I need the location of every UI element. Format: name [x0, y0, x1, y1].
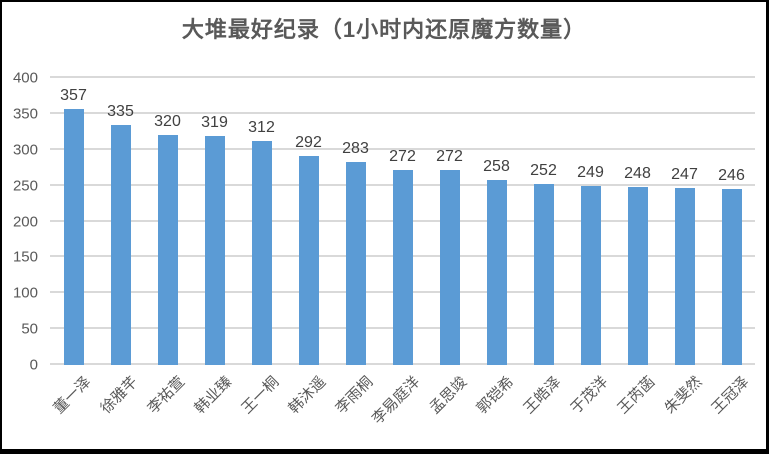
- chart-title: 大堆最好纪录（1小时内还原魔方数量）: [181, 17, 587, 42]
- bar-slot: 292: [285, 78, 332, 365]
- x-axis-label: 徐雅芊: [97, 373, 142, 418]
- x-axis-label: 韩业臻: [191, 373, 236, 418]
- bar: [157, 135, 178, 365]
- gridline: [50, 111, 755, 114]
- bar: [392, 169, 413, 365]
- bar: [204, 136, 225, 365]
- gridline: [50, 147, 755, 150]
- x-axis-label: 李雨桐: [332, 373, 377, 418]
- x-axis-label: 郭铠希: [473, 373, 518, 418]
- bar: [721, 188, 742, 365]
- y-tick-label: 0: [29, 356, 38, 374]
- bar-value-label: 292: [295, 133, 322, 151]
- y-tick-label: 200: [12, 213, 38, 230]
- bar-slot: 319: [191, 78, 238, 365]
- x-axis-label: 王一桐: [238, 373, 283, 418]
- x-axis-label: 孟思竣: [426, 373, 471, 418]
- bar-value-label: 272: [436, 147, 463, 165]
- bar: [251, 141, 272, 365]
- bar-value-label: 252: [530, 162, 557, 180]
- bar-value-label: 335: [107, 102, 134, 120]
- x-axis-label: 李易庭洋: [369, 373, 424, 428]
- bar-value-label: 320: [154, 113, 181, 131]
- bar: [674, 187, 695, 365]
- y-tick-label: 250: [12, 177, 38, 195]
- bar: [110, 124, 131, 365]
- y-tick-label: 400: [12, 69, 38, 87]
- y-tick-label: 150: [12, 248, 38, 266]
- bar: [345, 161, 366, 365]
- bar-slot: 357: [50, 78, 97, 365]
- x-axis-label: 董一泽: [50, 373, 95, 418]
- bar-slot: 272: [379, 78, 426, 365]
- bar-slot: 312: [238, 78, 285, 365]
- y-tick-label: 300: [12, 141, 38, 159]
- bar-value-label: 357: [60, 86, 87, 104]
- x-axis-label: 李祐萱: [144, 373, 189, 418]
- bar-value-label: 312: [248, 119, 275, 137]
- bar: [580, 186, 601, 365]
- bar: [533, 184, 554, 365]
- bar-slot: 272: [426, 78, 473, 365]
- bar: [63, 108, 84, 365]
- y-axis: 0 50 100 150 200 250 300 350 400: [2, 71, 42, 373]
- x-axis-label: 韩沐遥: [285, 373, 330, 418]
- bar-slot: 252: [520, 78, 567, 365]
- gridline: [50, 76, 755, 78]
- bar-value-label: 248: [624, 165, 651, 183]
- x-axis-label: 朱斐然: [661, 373, 706, 418]
- bar-slot: 249: [567, 78, 614, 365]
- x-axis-label: 于茂洋: [567, 373, 612, 418]
- bar-value-label: 246: [718, 166, 745, 184]
- bar-slot: 283: [332, 78, 379, 365]
- bar: [439, 169, 460, 365]
- bar-value-label: 283: [342, 139, 369, 157]
- x-axis-label: 王冠泽: [708, 373, 753, 418]
- bar-slot: 258: [473, 78, 520, 365]
- x-axis-label: 王皓泽: [520, 373, 565, 418]
- bar-slot: 335: [97, 78, 144, 365]
- bar-value-label: 249: [577, 164, 604, 182]
- plot-area: 357 335 320 319 312 292 283 272 272 258 252 249 248 2…: [50, 76, 755, 365]
- bar-slot: 246: [708, 78, 755, 365]
- bar-value-label: 319: [201, 114, 228, 132]
- bar: [627, 187, 648, 365]
- bar-value-label: 247: [671, 165, 698, 183]
- x-axis: 董一泽 徐雅芊 李祐萱 韩业臻 王一桐 韩沐遥 李雨桐 李易庭洋 孟思竣 郭铠希 王皓泽 于茂洋 王芮菡…: [50, 370, 755, 449]
- bar-value-label: 258: [483, 157, 510, 175]
- y-tick-label: 100: [12, 284, 38, 302]
- y-tick-label: 50: [21, 320, 38, 338]
- bar: [298, 155, 319, 365]
- bar-value-label: 272: [389, 147, 416, 165]
- bar: [486, 179, 507, 365]
- y-tick-label: 350: [12, 105, 38, 123]
- bar-slot: 248: [614, 78, 661, 365]
- x-axis-label: 王芮菡: [614, 373, 659, 418]
- bar-slot: 320: [144, 78, 191, 365]
- bar-slot: 247: [661, 78, 708, 365]
